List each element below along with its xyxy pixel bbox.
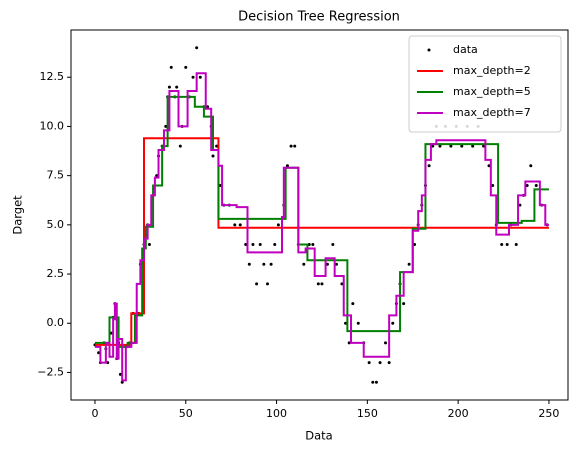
data-point <box>320 282 324 286</box>
data-point <box>118 372 122 376</box>
data-point <box>525 183 529 187</box>
data-point <box>374 380 378 384</box>
data-point <box>534 183 538 187</box>
data-point <box>500 243 504 247</box>
y-tick-label: 12.5 <box>40 70 65 83</box>
y-tick-label: 0.0 <box>47 316 65 329</box>
data-point <box>431 144 435 148</box>
x-axis-label: Data <box>305 429 332 443</box>
data-point <box>391 321 395 325</box>
data-point <box>255 282 259 286</box>
data-point <box>184 65 188 69</box>
data-point <box>293 144 297 148</box>
y-tick-label: −2.5 <box>37 365 64 378</box>
data-point <box>347 341 351 345</box>
data-point <box>491 183 495 187</box>
data-point <box>505 243 509 247</box>
data-point <box>167 85 171 89</box>
data-point <box>289 144 293 148</box>
data-point <box>302 262 306 266</box>
data-point <box>276 223 280 227</box>
data-point <box>367 361 371 365</box>
legend-label: max_depth=2 <box>453 64 531 77</box>
data-point <box>402 302 406 306</box>
y-tick-label: 5.0 <box>47 218 65 231</box>
plot-frame <box>70 29 569 401</box>
data-point <box>427 164 431 168</box>
data-point <box>307 243 311 247</box>
data-point <box>529 164 533 168</box>
data-point <box>238 223 242 227</box>
data-point <box>211 154 215 158</box>
data-point <box>518 203 522 207</box>
data-point <box>258 243 262 247</box>
data-point <box>218 183 222 187</box>
data-point <box>120 380 124 384</box>
y-tick-label: 2.5 <box>47 267 65 280</box>
data-point <box>487 164 491 168</box>
data-point <box>387 361 391 365</box>
chart-title: Decision Tree Regression <box>238 10 400 25</box>
data-point <box>471 144 475 148</box>
data-point <box>482 144 486 148</box>
data-point <box>97 351 101 355</box>
data-point <box>331 243 335 247</box>
data-point <box>334 262 338 266</box>
data-point <box>244 243 248 247</box>
data-point <box>251 243 255 247</box>
data-point <box>155 174 159 178</box>
data-point <box>514 243 518 247</box>
data-point <box>356 321 360 325</box>
data-point <box>198 75 202 79</box>
data-point <box>169 65 173 69</box>
data-point <box>449 144 453 148</box>
data-point <box>206 105 210 109</box>
x-tick-label: 100 <box>266 407 287 420</box>
data-point <box>109 331 113 335</box>
data-point <box>273 243 277 247</box>
legend-marker <box>427 48 431 52</box>
x-tick-label: 50 <box>179 407 193 420</box>
data-point <box>265 282 269 286</box>
data-point <box>407 262 411 266</box>
data-point <box>269 262 273 266</box>
data-point <box>164 124 168 128</box>
legend-box <box>408 35 562 133</box>
data-point <box>175 85 179 89</box>
data-point <box>344 321 348 325</box>
data-point <box>233 223 237 227</box>
data-point <box>311 243 315 247</box>
x-tick-label: 250 <box>538 407 559 420</box>
data-point <box>191 75 195 79</box>
data-point <box>384 341 388 345</box>
data-point <box>371 380 375 384</box>
legend-label: data <box>453 43 478 56</box>
step-line <box>94 72 549 382</box>
data-point <box>215 144 219 148</box>
data-point <box>351 302 355 306</box>
data-point <box>195 46 199 50</box>
data-point <box>247 262 251 266</box>
y-tick-label: 10.0 <box>40 119 65 132</box>
data-point <box>147 243 151 247</box>
x-tick-label: 150 <box>357 407 378 420</box>
x-tick-label: 0 <box>91 407 98 420</box>
x-tick-label: 200 <box>448 407 469 420</box>
data-point <box>285 164 289 168</box>
data-point <box>106 361 110 365</box>
data-point <box>340 282 344 286</box>
y-tick-label: 7.5 <box>47 169 65 182</box>
data-point <box>178 144 182 148</box>
data-point <box>460 144 464 148</box>
data-point <box>438 144 442 148</box>
y-axis-label: Darget <box>11 195 25 235</box>
data-point <box>413 243 417 247</box>
data-point <box>325 262 329 266</box>
data-point <box>316 282 320 286</box>
legend-label: max_depth=7 <box>453 106 531 119</box>
data-point <box>262 262 266 266</box>
data-point <box>378 361 382 365</box>
legend-label: max_depth=5 <box>453 85 531 98</box>
